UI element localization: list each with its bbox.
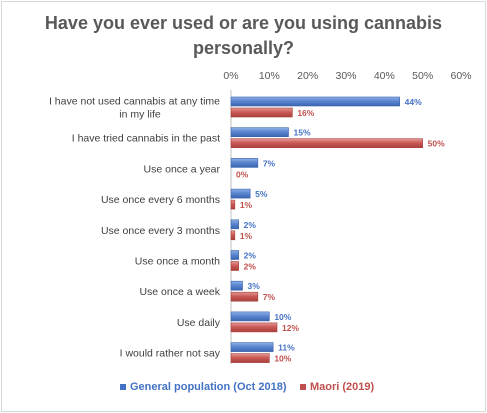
data-label-maori: 50% [428, 139, 445, 149]
data-label-maori: 7% [263, 292, 276, 302]
legend-swatch-red [300, 384, 306, 391]
bar-general-population [230, 311, 270, 322]
category-label: I have not used cannabis at any time in m… [49, 96, 220, 121]
data-label-maori: 16% [297, 108, 314, 118]
bar-maori [230, 291, 259, 302]
bar-maori [230, 199, 236, 210]
chart-title: Have you ever used or are you using cann… [44, 13, 443, 58]
bar-maori [230, 322, 278, 333]
data-label-maori: 12% [282, 323, 299, 333]
data-label-general-population: 15% [294, 128, 311, 138]
data-label-maori: 1% [240, 231, 253, 241]
bar-general-population [230, 342, 274, 352]
data-label-maori: 1% [240, 200, 253, 210]
legend-swatch-blue [120, 384, 126, 391]
data-label-general-population: 44% [405, 97, 422, 107]
bar-general-population [230, 188, 251, 199]
legend-item-maori: Maori (2019) [300, 381, 374, 393]
legend-item-general-population: General population (Oct 2018) [120, 381, 286, 393]
x-tick-label: 30% [335, 70, 356, 82]
x-tick-label: 60% [450, 70, 471, 82]
data-label-maori: 0% [236, 169, 249, 179]
legend: General population (Oct 2018) Maori (201… [0, 381, 487, 399]
bar-general-population [230, 96, 400, 107]
legend-label: General population (Oct 2018) [130, 381, 287, 393]
data-label-general-population: 10% [274, 312, 291, 322]
bar-general-population [230, 219, 239, 230]
data-label-general-population: 3% [248, 281, 261, 291]
bar-maori [230, 261, 239, 271]
x-tick-label: 40% [374, 70, 395, 82]
data-label-general-population: 2% [244, 251, 257, 261]
category-label: Use once every 6 months [101, 194, 220, 206]
bar-maori [230, 107, 293, 118]
x-tick-label: 20% [297, 70, 318, 82]
category-label: Use once a month [135, 256, 220, 268]
bar-maori [230, 353, 270, 363]
category-label: Use once a year [144, 163, 221, 175]
data-label-general-population: 2% [244, 220, 257, 230]
data-label-maori: 10% [274, 354, 291, 364]
bar-maori [230, 230, 236, 241]
legend-label: Maori (2019) [310, 381, 375, 393]
category-label-line: in my life [119, 109, 161, 121]
data-label-general-population: 11% [278, 343, 295, 353]
category-label: I have tried cannabis in the past [72, 133, 220, 145]
bar-general-population [230, 280, 243, 291]
category-label: I would rather not say [120, 348, 221, 360]
category-label: Use daily [177, 317, 221, 329]
bar-general-population [230, 127, 289, 137]
x-tick-label: 0% [223, 70, 238, 82]
bar-general-population [230, 158, 259, 168]
bar-general-population [230, 250, 239, 260]
x-tick-label: 10% [259, 70, 280, 82]
data-label-general-population: 5% [255, 189, 268, 199]
category-label: Use once every 3 months [101, 225, 220, 237]
data-label-maori: 2% [244, 262, 257, 272]
x-tick-label: 50% [412, 70, 433, 82]
category-label-line: I have not used cannabis at any time [49, 96, 220, 108]
category-label: Use once a week [139, 286, 220, 298]
data-label-general-population: 7% [263, 158, 276, 168]
bar-maori [230, 138, 423, 148]
